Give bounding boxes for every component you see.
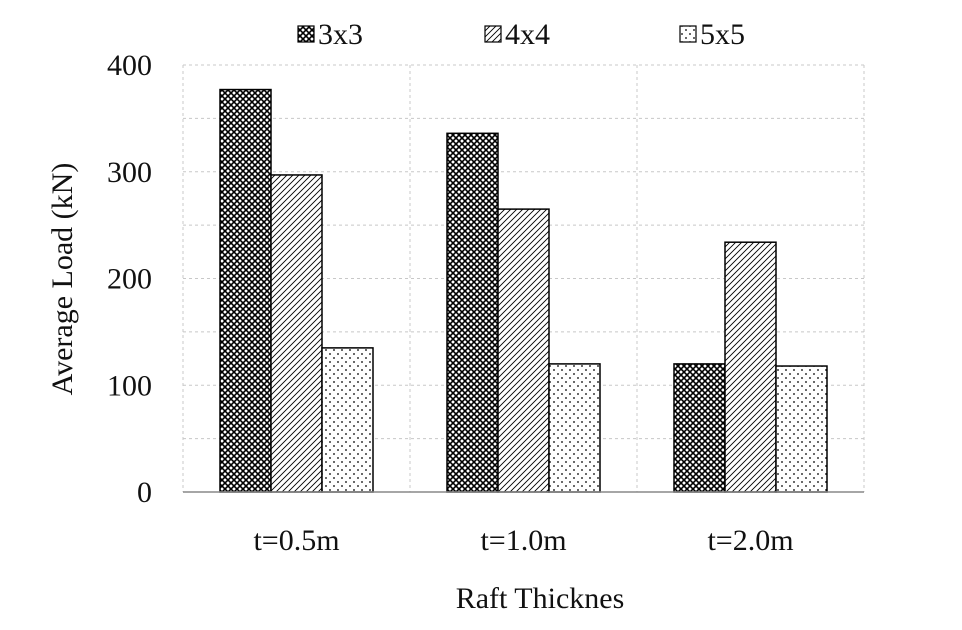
y-axis-title: Average Load (kN) bbox=[46, 163, 79, 396]
vertical-gridlines bbox=[182, 65, 865, 492]
bar-3x3-t=0.5m bbox=[219, 88, 272, 493]
y-tick-label: 300 bbox=[107, 156, 152, 189]
legend-label-5x5: 5x5 bbox=[700, 18, 745, 51]
legend: 3x3 4x4 5x5 bbox=[297, 18, 745, 51]
legend-label-4x4: 4x4 bbox=[505, 18, 550, 51]
bar-5x5-t=2.0m bbox=[775, 365, 828, 493]
y-tick-labels: 0 100 200 300 400 bbox=[107, 49, 152, 509]
bars bbox=[219, 88, 828, 493]
x-tick-label: t=1.0m bbox=[480, 524, 566, 557]
x-tick-label: t=2.0m bbox=[707, 524, 793, 557]
bar-4x4-t=1.0m bbox=[497, 208, 550, 493]
bar-4x4-t=2.0m bbox=[724, 241, 777, 493]
bar-3x3-t=2.0m bbox=[673, 363, 726, 493]
x-tick-labels: t=0.5m t=1.0m t=2.0m bbox=[253, 524, 793, 557]
x-tick-label: t=0.5m bbox=[253, 524, 339, 557]
bar-5x5-t=0.5m bbox=[321, 347, 374, 493]
y-tick-label: 400 bbox=[107, 49, 152, 82]
bar-4x4-t=0.5m bbox=[270, 174, 323, 493]
bar-3x3-t=1.0m bbox=[446, 132, 499, 493]
y-tick-label: 0 bbox=[137, 476, 152, 509]
legend-swatch-5x5 bbox=[679, 25, 697, 43]
legend-swatch-3x3 bbox=[297, 25, 315, 43]
y-tick-label: 200 bbox=[107, 263, 152, 296]
bar-5x5-t=1.0m bbox=[548, 363, 601, 493]
x-axis-title: Raft Thicknes bbox=[456, 582, 625, 615]
legend-swatch-4x4 bbox=[484, 25, 502, 43]
y-tick-label: 100 bbox=[107, 369, 152, 402]
legend-label-3x3: 3x3 bbox=[318, 18, 363, 51]
